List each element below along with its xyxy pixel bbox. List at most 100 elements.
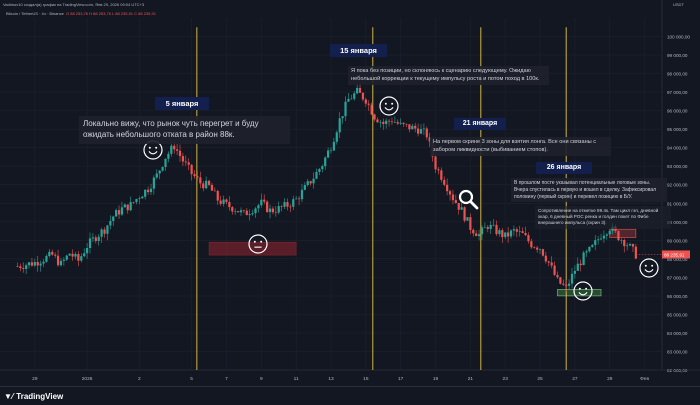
smiley-icon-eye: [578, 287, 581, 290]
candle-body: [123, 204, 126, 208]
y-tick-label: 94 000,00: [667, 146, 688, 151]
y-tick-label: 86 000,00: [667, 294, 688, 299]
candle-body: [536, 247, 539, 250]
candle-body: [222, 199, 225, 204]
candle-body: [524, 233, 527, 236]
date-label-jan21: 21 января: [454, 118, 506, 130]
candle-body: [626, 245, 629, 247]
candle-body: [39, 263, 42, 266]
demand-zone[interactable]: [208, 241, 297, 256]
candle-body: [530, 241, 533, 248]
candle-body: [280, 206, 283, 207]
candle-body: [74, 254, 77, 257]
candle-body: [329, 150, 333, 152]
candle-body: [475, 233, 478, 237]
candle-body: [509, 230, 513, 237]
candle-body: [80, 256, 83, 261]
candle-body: [181, 156, 185, 162]
candle-body: [36, 261, 39, 266]
candle-body: [257, 205, 260, 209]
x-tick-label: Фев: [640, 376, 649, 382]
candle-body: [385, 120, 388, 124]
candle-body: [277, 206, 280, 213]
candle-body: [106, 225, 109, 234]
candle-body: [283, 202, 286, 207]
candle-body: [210, 184, 214, 191]
candle-body: [88, 238, 92, 249]
candle-body: [207, 180, 211, 185]
candle-body: [16, 266, 19, 267]
candle-body: [422, 128, 426, 130]
candle-body: [437, 169, 440, 171]
candle-body: [59, 260, 63, 266]
candle-body: [556, 274, 559, 278]
x-tick-label: 27: [572, 376, 578, 382]
y-tick-label: 87 000,00: [667, 275, 688, 280]
tradingview-logo[interactable]: ▼⁄ TradingView: [4, 392, 64, 401]
x-tick-label: 15: [363, 376, 369, 382]
candle-body: [45, 256, 48, 262]
candle-body: [480, 227, 484, 235]
candle-body: [144, 189, 147, 197]
candle-body: [132, 202, 135, 203]
candle-body: [219, 200, 222, 204]
candle-body: [544, 255, 547, 262]
candle-body: [228, 202, 231, 208]
candle-body: [373, 114, 376, 120]
candle-body: [614, 226, 617, 232]
smiley-icon-eye: [155, 146, 158, 149]
candle-body: [27, 262, 31, 266]
candle-body: [254, 208, 257, 214]
candle-body: [358, 87, 362, 93]
candle-body: [100, 229, 103, 237]
candle-body: [51, 251, 54, 255]
candle-body: [115, 210, 118, 217]
magnifier-icon: [458, 189, 474, 205]
candle-body: [367, 103, 370, 105]
candle-body: [199, 177, 202, 184]
date-label-jan5: 5 января: [155, 97, 209, 110]
candle-body: [117, 210, 121, 215]
candle-body: [205, 180, 208, 189]
candle-body: [324, 157, 327, 167]
candle-body: [611, 226, 614, 231]
current-price-label: 88 235,91: [664, 252, 685, 257]
candle-body: [405, 123, 408, 125]
y-tick-label: 97 000,00: [667, 90, 688, 95]
candle-body: [364, 99, 367, 104]
candle-body: [242, 210, 245, 211]
smiley-icon-eye: [651, 264, 654, 267]
neutral-face-icon-eye: [260, 240, 263, 243]
candle-body: [303, 185, 306, 190]
candle-body: [312, 178, 315, 184]
candle-body: [553, 265, 556, 275]
symbol-label[interactable]: Bitcoin / TetherUS · 4ч · Binance: [6, 11, 64, 16]
candle-body: [167, 153, 170, 159]
smiley-icon-mouth: [384, 106, 394, 111]
candle-body: [527, 235, 530, 242]
candle-body: [146, 189, 150, 193]
candle-body: [515, 229, 518, 232]
candle-body: [387, 120, 391, 122]
y-tick-label: 96 000,00: [667, 109, 688, 114]
candle-body: [178, 150, 182, 157]
candle-body: [347, 98, 350, 102]
candle-body: [216, 190, 219, 201]
candle-body: [585, 251, 588, 253]
candle-body: [68, 253, 71, 256]
smiley-icon-eye: [585, 287, 588, 290]
x-tick-label: 7: [225, 376, 228, 382]
candle-body: [504, 232, 507, 238]
candle-body: [184, 161, 187, 163]
publish-info: Vadimov10 создал(а) график на TradingVie…: [3, 2, 145, 7]
candle-body: [315, 171, 318, 179]
candle-body: [213, 190, 216, 192]
candle-body: [77, 254, 80, 261]
candle-body: [187, 162, 190, 165]
smiley-icon-eye: [384, 102, 387, 105]
candle-body: [260, 199, 263, 206]
x-tick-label: 29: [607, 376, 613, 382]
candle-body: [361, 92, 365, 100]
candle-body: [472, 229, 475, 234]
candle-body: [22, 268, 25, 269]
